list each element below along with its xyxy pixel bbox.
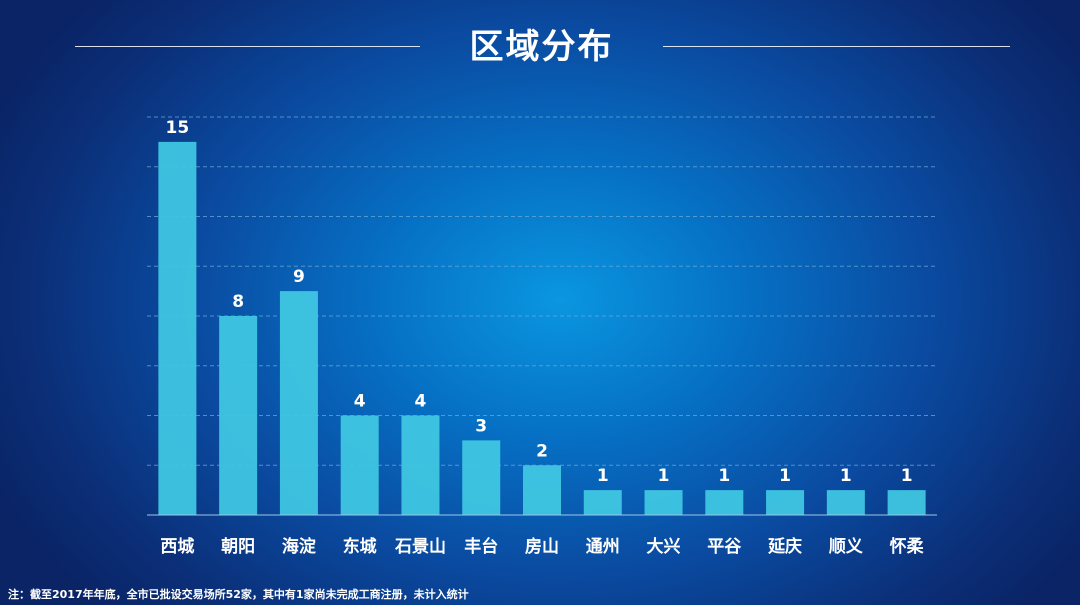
data-label: 8: [232, 292, 244, 312]
data-label: 1: [840, 466, 852, 486]
data-label: 1: [779, 466, 791, 486]
data-label: 2: [536, 441, 548, 461]
data-label: 15: [166, 118, 190, 138]
category-label: 平谷: [707, 537, 742, 557]
category-label: 大兴: [647, 536, 681, 557]
title-rule-right: [663, 46, 1010, 47]
data-label: 1: [658, 466, 670, 486]
category-label: 顺义: [829, 536, 863, 557]
data-label: 4: [354, 392, 366, 412]
category-label: 丰台: [464, 536, 498, 557]
bar-9: [644, 490, 683, 515]
bar-12: [826, 490, 865, 515]
data-label: 1: [901, 466, 913, 486]
category-label: 怀柔: [890, 537, 925, 557]
bar-11: [766, 490, 805, 515]
bar-7: [523, 465, 561, 515]
category-label: 东城: [343, 536, 377, 557]
category-label: 延庆: [767, 536, 802, 557]
bar-1: [158, 141, 197, 515]
title-rule-left: [75, 46, 420, 47]
category-label: 朝阳: [221, 536, 255, 557]
category-label: 通州: [586, 537, 620, 557]
bar-2: [219, 316, 258, 515]
bar-6: [462, 440, 501, 515]
chart-title: 区域分布: [469, 27, 614, 67]
data-label: 1: [718, 466, 730, 486]
bar-10: [705, 490, 744, 515]
category-label: 石景山: [394, 537, 446, 557]
footnote: 注：截至2017年年底，全市已批设交易场所52家，其中有1家尚未完成工商注册，未…: [8, 588, 469, 601]
bar-13: [887, 490, 926, 515]
data-label: 9: [293, 267, 305, 287]
category-label: 西城: [160, 537, 194, 557]
title-block: 区域分布: [0, 22, 1080, 72]
data-label: 3: [475, 416, 487, 436]
bar-4: [340, 415, 379, 515]
bar-3: [279, 291, 318, 515]
data-label: 1: [597, 466, 609, 486]
bar-5: [401, 415, 440, 515]
data-label: 4: [415, 392, 427, 412]
category-label: 海淀: [282, 536, 317, 557]
category-label: 房山: [525, 536, 559, 557]
bar-8: [583, 490, 622, 515]
